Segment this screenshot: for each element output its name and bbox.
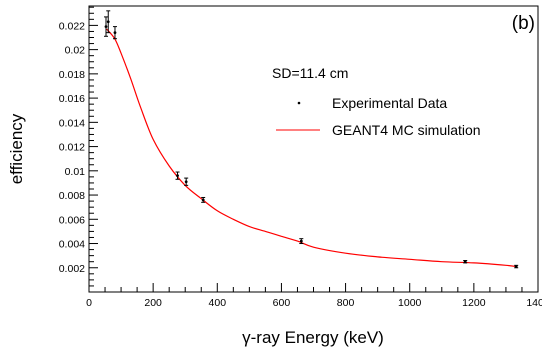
- data-point: [103, 16, 108, 37]
- data-marker: [299, 239, 303, 243]
- x-tick-label: 1200: [462, 297, 486, 309]
- data-marker: [514, 265, 518, 268]
- y-tick-label: 0.022: [59, 20, 85, 32]
- legend: Experimental Data GEANT4 MC simulation: [276, 95, 481, 138]
- data-point: [175, 171, 180, 180]
- data-point: [184, 177, 189, 186]
- data-point: [106, 10, 111, 34]
- y-tick-label: 0.018: [59, 69, 85, 81]
- legend-marker-experimental: [297, 101, 301, 105]
- data-marker: [463, 260, 467, 264]
- annotation-sd: SD=11.4 cm: [272, 65, 348, 81]
- y-tick-label: 0.014: [59, 117, 85, 129]
- data-point: [463, 259, 468, 264]
- x-tick-label: 1000: [398, 297, 422, 309]
- x-tick-label: 200: [144, 297, 162, 309]
- legend-label-experimental: Experimental Data: [332, 95, 447, 111]
- x-axis-ticks: 0 200 400 600 800 1000 1200 1400: [86, 283, 542, 309]
- x-tick-label: 800: [337, 297, 355, 309]
- simulation-curve: [106, 28, 517, 268]
- y-tick-label: 0.01: [65, 166, 86, 178]
- y-tick-label: 0.004: [59, 239, 85, 251]
- x-tick-label: 600: [273, 297, 291, 309]
- data-marker: [184, 180, 188, 184]
- y-axis-title: efficiency: [7, 113, 26, 184]
- panel-label: (b): [512, 13, 535, 34]
- data-marker: [176, 174, 179, 178]
- y-tick-label: 0.016: [59, 93, 85, 105]
- data-points-layer: [103, 10, 519, 269]
- data-marker: [106, 20, 110, 24]
- y-tick-label: 0.012: [59, 142, 85, 154]
- data-point: [299, 238, 304, 245]
- legend-label-simulation: GEANT4 MC simulation: [332, 122, 481, 138]
- x-tick-label: 1400: [526, 297, 542, 309]
- simulation-layer: [106, 28, 517, 268]
- data-point: [112, 26, 117, 40]
- x-tick-label: 400: [209, 297, 227, 309]
- x-axis-title: γ-ray Energy (keV): [242, 328, 384, 347]
- y-tick-label: 0.02: [65, 45, 86, 57]
- data-marker: [113, 31, 117, 35]
- x-tick-label: 0: [86, 297, 92, 309]
- y-tick-label: 0.002: [59, 263, 85, 275]
- data-point: [514, 264, 519, 269]
- y-axis-ticks: 0.002 0.004 0.006 0.008 0.01 0.012 0.014 0.016 0…: [59, 6, 98, 287]
- data-marker: [201, 198, 205, 202]
- data-marker: [104, 25, 108, 29]
- y-tick-label: 0.008: [59, 190, 85, 202]
- plot-frame: [88, 5, 539, 293]
- y-tick-label: 0.006: [59, 214, 85, 226]
- data-point: [201, 196, 206, 203]
